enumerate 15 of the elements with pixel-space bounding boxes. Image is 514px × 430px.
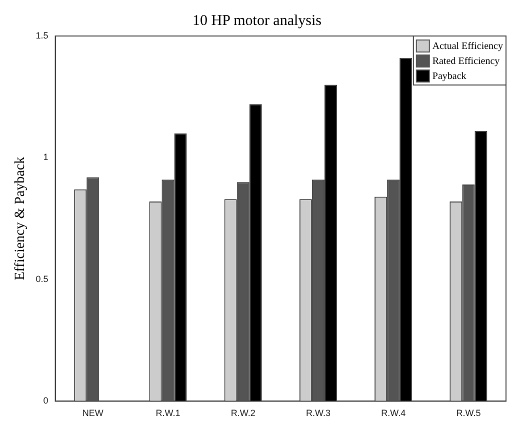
x-tick-label: R.W.2: [230, 408, 256, 418]
x-tick-label: NEW: [82, 408, 104, 418]
y-tick-label: 1.5: [36, 30, 48, 40]
x-tick-label: R.W.4: [381, 408, 406, 418]
x-tick-label: R.W.3: [306, 408, 330, 418]
y-tick-label: 1: [43, 152, 48, 162]
legend-label: Payback: [432, 71, 466, 82]
y-tick-label: 0.5: [36, 274, 48, 284]
chart-title: 10 HP motor analysis: [192, 12, 322, 29]
legend-label: Actual Efficiency: [432, 41, 504, 52]
y-tick-label: 0: [43, 396, 48, 406]
legend-label: Rated Efficiency: [432, 56, 500, 68]
y-axis-title: Efficiency & Payback: [13, 156, 28, 280]
x-tick-label: R.W.5: [456, 408, 481, 418]
x-tick-label: R.W.1: [156, 408, 180, 418]
